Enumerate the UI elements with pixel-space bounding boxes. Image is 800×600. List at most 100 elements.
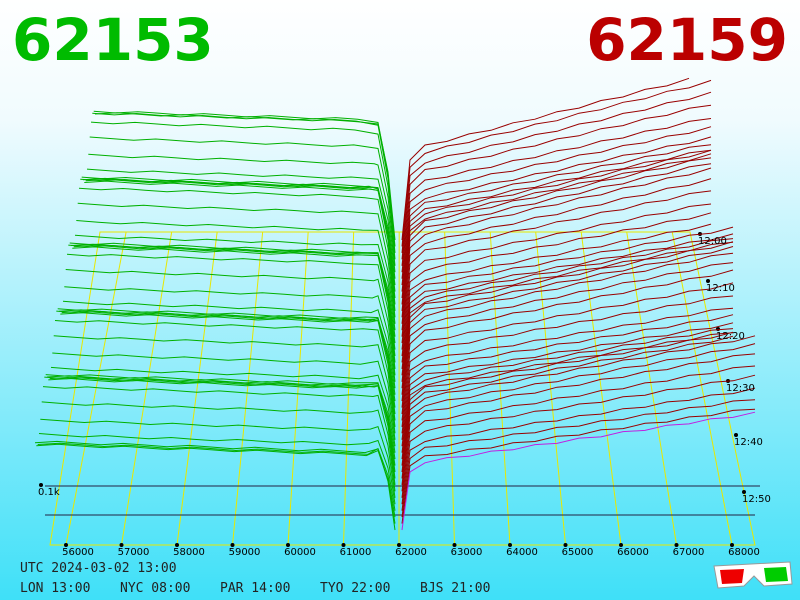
ask-depth-line [401,374,756,505]
bid-depth-line [86,168,396,279]
ask-depth-line [401,190,712,337]
ask-depth-line [401,314,734,440]
ask-depth-line [401,241,734,389]
city-clock: BJS 21:00 [420,581,490,596]
green-lens [764,567,788,582]
clocks: LON 13:00 NYC 08:00 PAR 14:00 TYO 22:00 BJS … [20,581,490,596]
bid-depth-line [37,442,396,518]
city-clock: LON 13:00 [20,581,90,596]
bid-depth-line [36,443,396,524]
time-label: 12:20 [716,331,745,342]
ask-depth-line [401,233,734,369]
city-clock: TYO 22:00 [320,581,390,596]
ask-depth-line [401,252,734,402]
time-tick [706,279,710,283]
ask-depth-line [401,282,734,421]
depth-label: 0.1k [38,487,60,498]
time-label: 12:50 [742,494,771,505]
ask-price: 62159 [586,6,788,74]
bid-depth-line [40,418,396,505]
price-tick [119,543,124,547]
depth-lines [34,77,756,531]
price-tick [508,543,512,547]
price-grid-line [343,231,355,546]
bid-depth-line [74,234,396,337]
ask-depth-line [401,212,712,350]
price-label: 59000 [229,547,261,558]
bid-depth-line [69,242,396,363]
ask-depth-line [401,149,712,292]
time-label: 12:10 [706,283,735,294]
ask-depth-line [401,79,712,247]
price-grid-line [287,231,309,546]
bid-depth-line [76,220,396,331]
ask-depth-line [401,365,756,498]
time-label: 12:30 [726,383,755,394]
bid-depth-line [52,352,396,447]
3d-glasses-icon[interactable] [713,561,793,589]
time-label: 12:40 [734,437,763,448]
ask-depth-line [401,408,756,524]
utc-time: UTC 2024-03-02 13:00 [20,561,177,576]
ask-depth-line [401,144,712,286]
bid-depth-line [89,136,396,266]
bid-depth-line [38,433,396,511]
bid-depth-line [44,376,396,485]
price-tick [341,543,346,547]
time-tick [734,433,738,437]
ask-depth-line [401,387,756,511]
ask-depth-line [401,307,734,434]
price-tick [230,543,235,547]
ask-depth-line [401,149,712,299]
ask-depth-line [401,226,734,363]
price-tick [175,543,179,547]
bid-depth-line [45,374,396,479]
bid-depth-line [41,401,396,498]
bid-depth-line [42,386,396,492]
time-tick [742,490,746,494]
ask-depth-line [401,399,756,518]
depth-tick [39,483,43,487]
bid-depth-line [57,308,396,421]
ask-depth-line [401,411,756,531]
price-grid-line [626,231,677,546]
price-label: 67000 [673,547,705,558]
floor-outline [49,231,756,546]
price-tick [563,543,568,547]
ask-depth-line [401,157,712,311]
ask-depth-line [401,163,712,318]
city-clock: NYC 08:00 [120,581,190,596]
bid-depth-line [93,110,396,247]
price-tick [286,543,290,547]
bid-depth-line [62,300,396,395]
ask-depth-line [401,136,712,279]
ask-depth-line [401,223,712,357]
bid-depth-line [66,253,396,376]
bid-depth-line [64,286,396,389]
price-label: 58000 [173,547,205,558]
price-label: 57000 [118,547,150,558]
price-grid-line [121,231,173,546]
ask-depth-line [401,262,734,408]
bid-depth-line [54,320,396,434]
labels: 56000 57000 58000 59000 60000 61000 62000 63000… [38,236,771,558]
ask-depth-line [401,77,690,241]
price-grid-line [65,231,127,546]
ask-depth-line [401,178,712,331]
bid-depth-line [92,112,396,253]
ask-depth-line [401,126,712,273]
ask-depth-line [401,238,734,376]
price-label: 56000 [62,547,94,558]
bid-depth-line [90,121,396,260]
price-label: 60000 [284,547,316,558]
price-tick [64,543,68,547]
ask-depth-line [401,335,734,473]
price-tick [730,543,734,547]
bid-depth-line [77,202,396,324]
bid-depth-line [56,310,396,427]
price-grid-line [176,231,218,546]
price-tick [619,543,623,547]
ask-depth-line [401,322,734,447]
grid [39,231,760,547]
